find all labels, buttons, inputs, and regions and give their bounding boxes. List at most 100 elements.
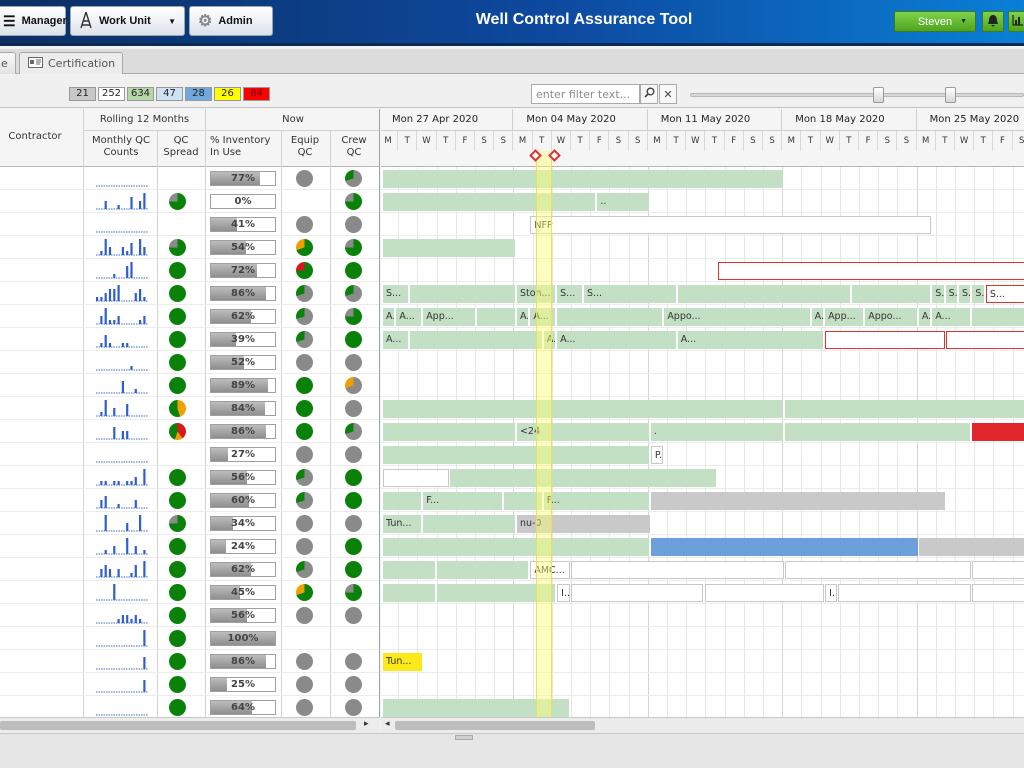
reports-button[interactable] <box>1008 11 1024 32</box>
equip-qc-pie[interactable] <box>296 515 313 532</box>
qc-spread-pie[interactable] <box>169 423 186 440</box>
slider-handle-end[interactable] <box>945 87 956 103</box>
crew-qc-pie[interactable] <box>345 446 362 463</box>
equip-qc-pie[interactable] <box>296 377 313 394</box>
qc-spread-pie[interactable] <box>169 354 186 371</box>
equip-qc-pie[interactable] <box>296 676 313 693</box>
manager-button[interactable]: ☰ Manager <box>0 6 67 36</box>
equip-qc-pie[interactable] <box>296 561 313 578</box>
qc-spread-pie[interactable] <box>169 607 186 624</box>
equip-qc-pie[interactable] <box>296 354 313 371</box>
table-row[interactable]: 45% <box>0 581 379 604</box>
gantt-bar[interactable]: S... <box>383 285 409 303</box>
table-row[interactable]: 62% <box>0 558 379 581</box>
crew-qc-pie[interactable] <box>345 607 362 624</box>
gantt-bar[interactable] <box>383 170 784 188</box>
qc-spread-pie[interactable] <box>169 262 186 279</box>
gantt-bar[interactable] <box>383 400 784 418</box>
gantt-bar[interactable]: A... <box>811 308 825 326</box>
gantt-bar[interactable] <box>383 423 516 441</box>
qc-spread-pie[interactable] <box>169 561 186 578</box>
gantt-bar[interactable]: S... <box>945 285 959 303</box>
gantt-bar[interactable]: NFP <box>530 216 932 234</box>
crew-qc-pie[interactable] <box>345 331 362 348</box>
table-row[interactable]: 34% <box>0 512 379 535</box>
gantt-bar[interactable] <box>409 331 543 349</box>
column-header-equip-qc[interactable]: Equip QC <box>290 135 320 158</box>
gantt-bar[interactable]: .. <box>597 193 650 211</box>
table-row[interactable]: 86% <box>0 420 379 443</box>
gantt-bar[interactable] <box>423 515 516 533</box>
equip-qc-pie[interactable] <box>296 538 313 555</box>
gantt-bar[interactable] <box>409 285 516 303</box>
qc-spread-pie[interactable] <box>169 377 186 394</box>
crew-qc-pie[interactable] <box>345 699 362 716</box>
gantt-bar[interactable]: S... <box>932 285 945 303</box>
gantt-bar[interactable]: A... <box>383 308 396 326</box>
gantt-bar[interactable]: A... <box>516 308 530 326</box>
clear-filter-button[interactable]: ✕ <box>659 84 677 104</box>
equip-qc-pie[interactable] <box>296 262 313 279</box>
crew-qc-pie[interactable] <box>345 492 362 509</box>
gantt-bar[interactable]: S... <box>583 285 677 303</box>
gantt-bar[interactable] <box>784 400 1024 418</box>
gantt-bar[interactable] <box>383 538 650 556</box>
gantt-bar[interactable] <box>918 538 1024 556</box>
gantt-bar[interactable]: I... <box>825 584 838 602</box>
table-row[interactable]: 100% <box>0 627 379 650</box>
gantt-horizontal-scrollbar[interactable]: ◂ <box>381 717 1024 733</box>
gantt-bar[interactable]: S... <box>959 285 972 303</box>
gantt-bar[interactable]: nu-0 <box>516 515 650 533</box>
notifications-button[interactable] <box>982 11 1004 32</box>
scroll-thumb[interactable] <box>0 721 356 730</box>
gantt-bar[interactable] <box>449 469 717 487</box>
gantt-bar[interactable]: <24 <box>516 423 650 441</box>
equip-qc-pie[interactable] <box>296 170 313 187</box>
table-row[interactable]: 0% <box>0 190 379 213</box>
qc-spread-pie[interactable] <box>169 193 186 210</box>
equip-qc-pie[interactable] <box>296 285 313 302</box>
qc-spread-pie[interactable] <box>169 331 186 348</box>
crew-qc-pie[interactable] <box>345 561 362 578</box>
crew-qc-pie[interactable] <box>345 400 362 417</box>
table-row[interactable]: 27% <box>0 443 379 466</box>
gantt-bar[interactable] <box>825 331 945 349</box>
scroll-thumb[interactable] <box>395 721 595 730</box>
gantt-bar[interactable] <box>570 561 784 579</box>
crew-qc-pie[interactable] <box>345 653 362 670</box>
gantt-bar[interactable] <box>383 561 436 579</box>
equip-qc-pie[interactable] <box>296 469 313 486</box>
gantt-bar[interactable] <box>570 584 704 602</box>
gantt-bar[interactable] <box>436 561 530 579</box>
admin-button[interactable]: ⚙ Admin <box>189 6 273 36</box>
table-row[interactable]: 54% <box>0 236 379 259</box>
qc-spread-pie[interactable] <box>169 469 186 486</box>
table-row[interactable]: 39% <box>0 328 379 351</box>
crew-qc-pie[interactable] <box>345 239 362 256</box>
gantt-bar[interactable]: A... <box>396 308 423 326</box>
qc-spread-pie[interactable] <box>169 630 186 647</box>
gantt-bar[interactable]: S... <box>985 285 1024 303</box>
gantt-bar[interactable]: AMC... <box>530 561 570 579</box>
gantt-bar[interactable] <box>677 285 851 303</box>
gantt-bar[interactable] <box>503 492 543 510</box>
scroll-left-arrow-icon[interactable]: ◂ <box>385 719 390 729</box>
crew-qc-pie[interactable] <box>345 308 362 325</box>
status-count-badge[interactable]: 21 <box>69 87 96 101</box>
gantt-bar[interactable]: A... <box>932 308 972 326</box>
gantt-bar[interactable] <box>972 584 1024 602</box>
equip-qc-pie[interactable] <box>296 239 313 256</box>
crew-qc-pie[interactable] <box>345 676 362 693</box>
search-button[interactable] <box>640 84 658 104</box>
gantt-bar[interactable]: S... <box>972 285 985 303</box>
equip-qc-pie[interactable] <box>296 492 313 509</box>
gantt-bar[interactable] <box>383 193 597 211</box>
gantt-bar[interactable] <box>383 469 449 487</box>
gantt-bar[interactable]: App... <box>423 308 476 326</box>
table-row[interactable]: 86% <box>0 282 379 305</box>
gantt-bar[interactable]: Tun... <box>383 653 423 671</box>
gantt-bar[interactable] <box>383 584 436 602</box>
gantt-bar[interactable] <box>650 538 918 556</box>
crew-qc-pie[interactable] <box>345 515 362 532</box>
gantt-bar[interactable]: Appo... <box>865 308 918 326</box>
